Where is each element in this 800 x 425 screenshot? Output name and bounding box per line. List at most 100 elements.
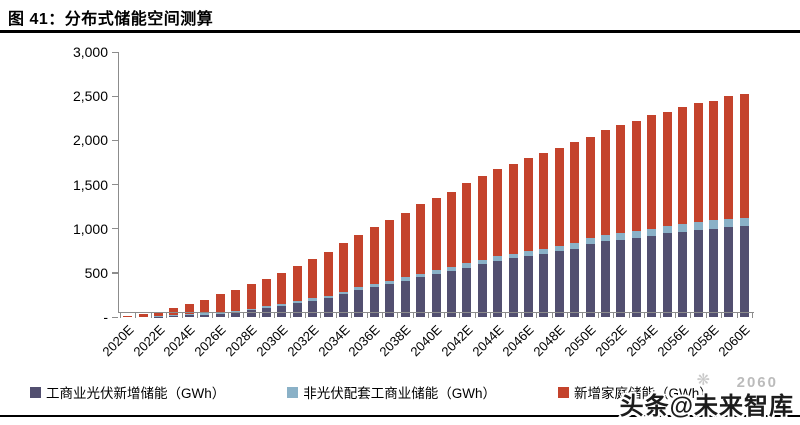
bar-segment <box>554 148 564 246</box>
bar-segment <box>616 239 626 317</box>
bar-segment <box>739 226 749 317</box>
legend-swatch-icon <box>30 386 41 398</box>
bar-segment <box>200 314 210 317</box>
bar-segment <box>446 191 456 268</box>
bar-segment <box>477 259 487 264</box>
bar-segment <box>708 220 718 229</box>
bar-segment <box>508 163 518 254</box>
bar-segment <box>277 305 287 317</box>
y-axis-label: - <box>103 309 108 325</box>
x-axis-tick <box>382 313 384 318</box>
y-axis-label: 1,500 <box>72 176 108 193</box>
bar-segment <box>601 235 611 242</box>
bar-segment <box>708 101 718 221</box>
bar-segment <box>200 313 210 315</box>
x-axis-tick <box>674 313 676 318</box>
bar-segment <box>493 260 503 317</box>
bar-segment <box>570 242 580 249</box>
legend-label: 新增家庭储能（GWh） <box>574 386 713 401</box>
x-axis-tick <box>628 313 630 318</box>
bar-segment <box>523 158 533 252</box>
bar-segment <box>508 253 518 259</box>
bar-segment <box>431 270 441 274</box>
bar-segment <box>508 258 518 317</box>
bar-segment <box>724 96 734 219</box>
y-axis-label: 3,000 <box>72 44 108 60</box>
bar-segment <box>123 315 133 317</box>
bar-segment <box>446 271 456 317</box>
y-axis-line <box>117 52 119 313</box>
x-axis-tick <box>397 313 399 318</box>
bar-segment <box>539 253 549 317</box>
bar-segment <box>400 280 410 317</box>
x-axis-tick <box>243 313 245 318</box>
bar-segment <box>369 226 379 284</box>
x-axis-tick <box>520 313 522 318</box>
bar-segment <box>693 103 703 222</box>
bar-segment <box>523 256 533 317</box>
bar-segment <box>739 217 749 227</box>
bar-segment <box>601 241 611 317</box>
bar-segment <box>477 175 487 260</box>
bar-segment <box>708 228 718 317</box>
bar-segment <box>554 251 564 317</box>
bar-segment <box>400 277 410 281</box>
x-axis-tick <box>659 313 661 318</box>
y-axis-tick <box>112 51 118 53</box>
title-divider <box>0 30 800 33</box>
bar-segment <box>339 291 348 295</box>
bar-segment <box>416 203 426 274</box>
x-axis-tick <box>212 313 214 318</box>
bar-segment <box>277 272 287 304</box>
bar-segment <box>416 273 426 278</box>
bar-segment <box>354 290 364 317</box>
bar-segment <box>739 94 749 218</box>
chart-legend: 工商业光伏新增储能（GWh） 非光伏配套工商业储能（GWh） 新增家庭储能（GWh） <box>0 382 800 402</box>
x-axis-tick <box>597 313 599 318</box>
bar-segment <box>246 284 256 309</box>
bar-segment <box>169 316 179 317</box>
x-axis-tick <box>551 313 553 318</box>
y-axis-tick <box>112 184 118 186</box>
legend-swatch-icon <box>287 386 299 398</box>
bar-segment <box>570 142 580 243</box>
bar-segment <box>585 136 595 238</box>
bar-segment <box>246 308 256 311</box>
x-axis-tick <box>459 313 461 318</box>
bar-segment <box>354 234 364 288</box>
x-axis-tick <box>752 313 753 318</box>
x-axis-tick <box>150 313 152 318</box>
bar-segment <box>601 129 611 236</box>
x-axis-tick <box>258 313 260 318</box>
bar-segment <box>169 315 179 317</box>
bar-segment <box>647 114 657 229</box>
y-axis-label: 1,000 <box>72 220 108 237</box>
bar-segment <box>339 242 348 292</box>
x-axis-tick <box>582 313 584 318</box>
bar-segment <box>231 312 241 317</box>
x-axis-tick <box>428 313 430 318</box>
bar-segment <box>662 225 672 234</box>
bar-segment <box>385 283 395 317</box>
x-axis-tick <box>304 313 306 318</box>
x-axis-tick <box>351 313 353 318</box>
y-axis-tick <box>112 139 118 142</box>
figure-title: 图 41：分布式储能空间测算 <box>8 11 214 28</box>
bar-segment <box>169 308 179 316</box>
bar-segment <box>616 233 626 240</box>
bar-segment <box>215 313 225 317</box>
bar-segment <box>570 248 580 317</box>
y-axis-label: 2,500 <box>72 88 108 105</box>
bar-segment <box>523 251 533 257</box>
bar-segment <box>585 243 595 317</box>
bar-segment <box>662 112 672 226</box>
x-axis-tick <box>274 313 276 318</box>
bar-segment <box>200 300 210 314</box>
y-axis-label: 2,000 <box>72 132 108 149</box>
bar-segment <box>416 277 426 317</box>
bar-segment <box>431 197 441 270</box>
y-axis-tick <box>112 316 118 318</box>
bar-segment <box>477 264 487 317</box>
bar-segment <box>539 248 549 254</box>
y-axis-tick <box>112 272 118 274</box>
